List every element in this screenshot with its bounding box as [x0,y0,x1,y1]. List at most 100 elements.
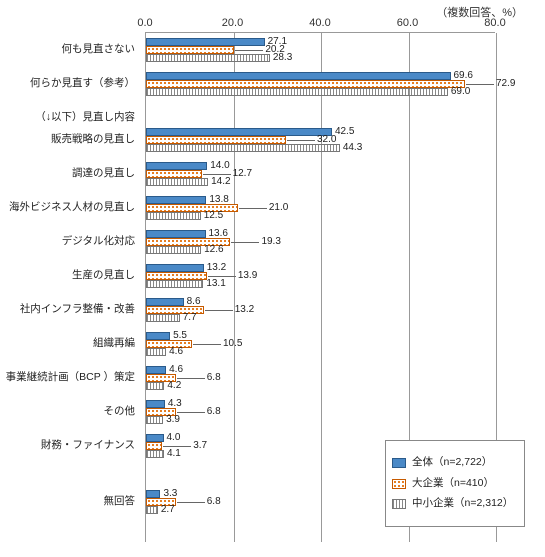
legend-item-large: 大企業（n=410） [392,477,518,491]
unit-label: （複数回答、%） [436,4,523,20]
legend-label-sme: 中小企業（n=2,312） [412,497,513,511]
category-label: 社内インフラ整備・改善 [0,304,140,316]
value-label: 14.2 [211,176,230,187]
value-label: 12.6 [204,244,223,255]
bar [146,450,164,458]
value-label: 13.9 [238,270,257,281]
value-label: 7.7 [183,312,197,323]
bar [146,212,201,220]
value-label: 2.7 [161,504,175,515]
category-label: 財務・ファイナンス [0,440,140,452]
bar [146,128,332,136]
category-label: 無回答 [0,496,140,508]
category-label: 海外ビジネス人材の見直し [0,202,140,214]
bar [146,170,202,178]
value-label: 4.2 [167,380,181,391]
bar [146,88,448,96]
bar [146,298,184,306]
bar [146,506,158,514]
xtick-label: 40.0 [309,17,330,29]
bar [146,72,451,80]
category-label: 調達の見直し [0,168,140,180]
bar [146,80,465,88]
category-label: 販売戦略の見直し [0,134,140,146]
leader-line [203,174,231,175]
value-label: 42.5 [335,126,354,137]
leader-line [208,276,236,277]
value-label: 72.9 [496,78,515,89]
bar [146,416,163,424]
value-label: 12.5 [204,210,223,221]
value-label: 69.0 [451,86,470,97]
legend-swatch-large [392,479,406,489]
bar [146,230,206,238]
xtick-label: 80.0 [484,17,505,29]
value-label: 6.8 [207,372,221,383]
leader-line [193,344,221,345]
category-label: （↓以下）見直し内容 [0,112,140,124]
bar [146,54,270,62]
value-label: 4.6 [169,346,183,357]
leader-line [235,50,263,51]
legend-label-all: 全体（n=2,722） [412,456,492,470]
leader-line [177,502,205,503]
category-label: その他 [0,406,140,418]
value-label: 12.7 [233,168,252,179]
category-label: 事業継続計画（BCP ）策定 [0,372,140,384]
leader-line [163,446,191,447]
value-label: 44.3 [343,142,362,153]
bar [146,162,207,170]
bar [146,400,165,408]
bar [146,46,234,54]
bar [146,196,206,204]
bar [146,382,164,390]
value-label: 13.2 [235,304,254,315]
legend: 全体（n=2,722） 大企業（n=410） 中小企業（n=2,312） [385,440,525,527]
value-label: 6.8 [207,496,221,507]
leader-line [466,84,494,85]
bar [146,442,162,450]
category-label: 組織再編 [0,338,140,350]
value-label: 3.7 [193,440,207,451]
legend-swatch-sme [392,499,406,509]
bar [146,348,166,356]
value-label: 19.3 [261,236,280,247]
xtick-label: 20.0 [222,17,243,29]
bar [146,314,180,322]
value-label: 28.3 [273,52,292,63]
bar [146,366,166,374]
bar [146,38,265,46]
bar [146,272,207,280]
category-label: 何らか見直す（参考） [0,78,140,90]
value-label: 3.9 [166,414,180,425]
leader-line [287,140,315,141]
value-label: 21.0 [269,202,288,213]
xtick-label: 0.0 [137,17,152,29]
bar [146,144,340,152]
value-label: 10.5 [223,338,242,349]
bar [146,264,204,272]
category-label: デジタル化対応 [0,236,140,248]
bar [146,490,160,498]
bar [146,136,286,144]
value-label: 13.1 [206,278,225,289]
bar [146,246,201,254]
bar [146,178,208,186]
legend-label-large: 大企業（n=410） [412,477,494,491]
legend-swatch-all [392,458,406,468]
gridline [321,33,322,542]
value-label: 13.2 [207,262,226,273]
leader-line [177,378,205,379]
value-label: 14.0 [210,160,229,171]
leader-line [205,310,233,311]
xtick-label: 60.0 [397,17,418,29]
bar [146,332,170,340]
legend-item-all: 全体（n=2,722） [392,456,518,470]
bar [146,434,164,442]
value-label: 4.1 [167,448,181,459]
leader-line [239,208,267,209]
gridline [234,33,235,542]
category-label: 何も見直さない [0,44,140,56]
category-label: 生産の見直し [0,270,140,282]
bar [146,204,238,212]
